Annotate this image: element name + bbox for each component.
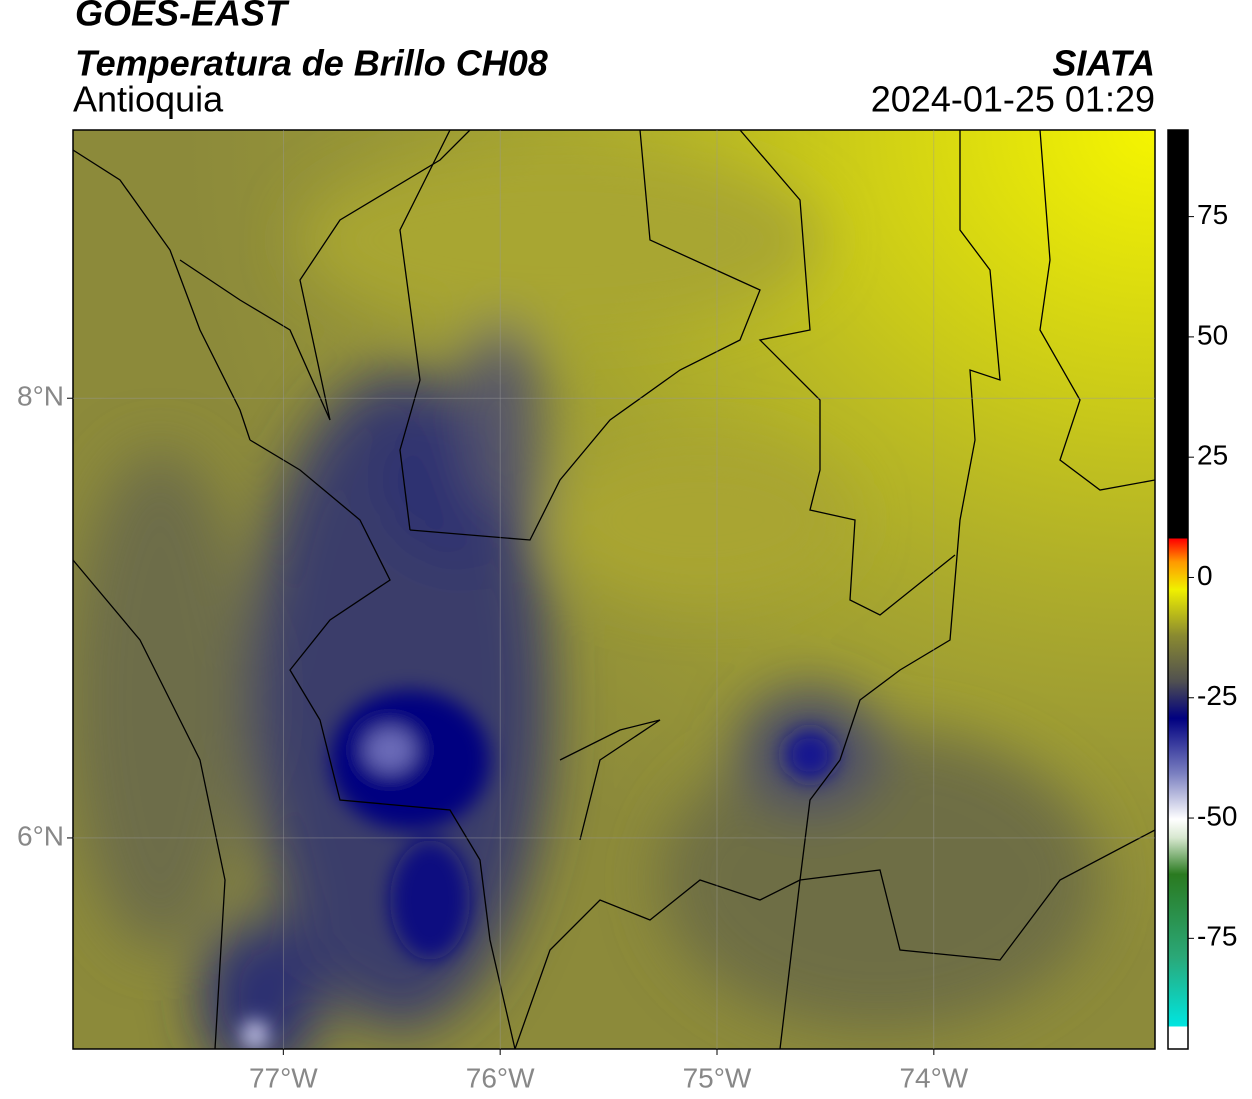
colorbar-tick-label: 0 [1197,560,1213,591]
colorbar-tick-label: 25 [1197,440,1228,471]
y-tick-label: 6°N [17,820,64,851]
x-tick-label: 76°W [466,1062,535,1093]
colorbar-tick-label: 50 [1197,319,1228,350]
source: SIATA [1052,43,1155,84]
x-tick-label: 74°W [899,1062,968,1093]
colorbar-tick-label: -75 [1197,921,1237,952]
boundaries [73,130,1155,1049]
map-frame [72,129,1156,1050]
colorbar-tick-label: 75 [1197,199,1228,230]
region: Antioquia [73,79,224,120]
datetime: 2024-01-25 01:29 [871,79,1155,120]
x-tick-label: 75°W [683,1062,752,1093]
y-tick-label: 8°N [17,381,64,412]
satellite-image [73,130,1155,1049]
title: GOES-EAST [75,0,290,34]
colorbar-tick-label: -25 [1197,680,1237,711]
subtitle: Temperatura de Brillo CH08 [75,43,548,84]
x-tick-label: 77°W [249,1062,318,1093]
colorbar [1167,129,1189,1050]
colorbar-tick-label: -50 [1197,800,1237,831]
